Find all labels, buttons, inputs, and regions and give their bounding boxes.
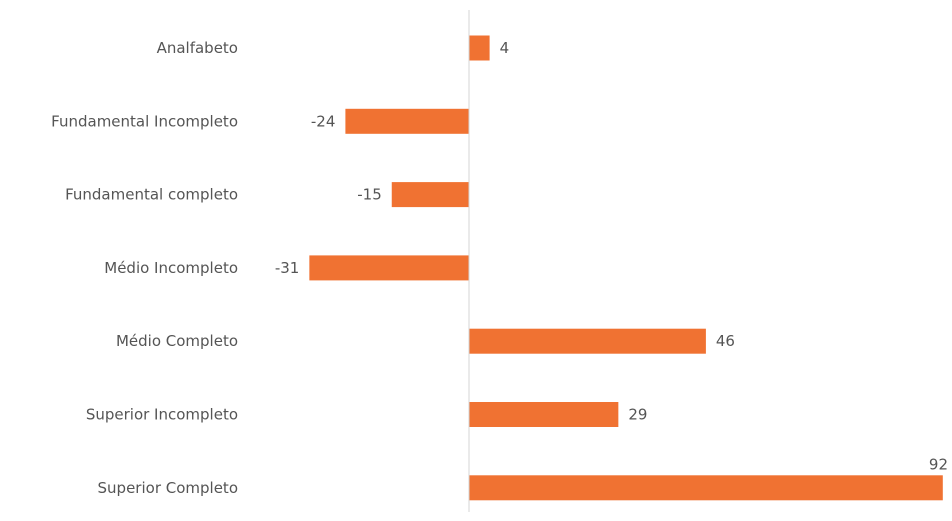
bar: [309, 255, 469, 281]
category-label: Médio Incompleto: [104, 259, 238, 277]
bars-layer: [309, 35, 943, 501]
category-label: Superior Completo: [98, 479, 238, 497]
data-label: 29: [628, 406, 647, 424]
category-label: Fundamental completo: [65, 186, 238, 204]
data-label: 4: [500, 39, 510, 57]
bar: [391, 182, 469, 208]
data-label: 46: [716, 332, 735, 350]
bar: [345, 108, 469, 134]
category-label: Fundamental Incompleto: [51, 112, 238, 130]
data-label: 92: [929, 455, 948, 473]
category-label: Médio Completo: [116, 332, 238, 350]
labels-layer: Analfabeto 4 Fundamental Incompleto -24 Fund…: [51, 39, 948, 497]
bar: [469, 475, 943, 501]
bar: [469, 402, 619, 427]
data-label: -24: [311, 112, 336, 130]
data-label: -15: [357, 186, 382, 204]
data-label: -31: [275, 259, 300, 277]
category-label: Superior Incompleto: [86, 406, 238, 424]
category-label: Analfabeto: [157, 39, 238, 57]
bar: [469, 328, 706, 354]
bar: [469, 35, 490, 61]
